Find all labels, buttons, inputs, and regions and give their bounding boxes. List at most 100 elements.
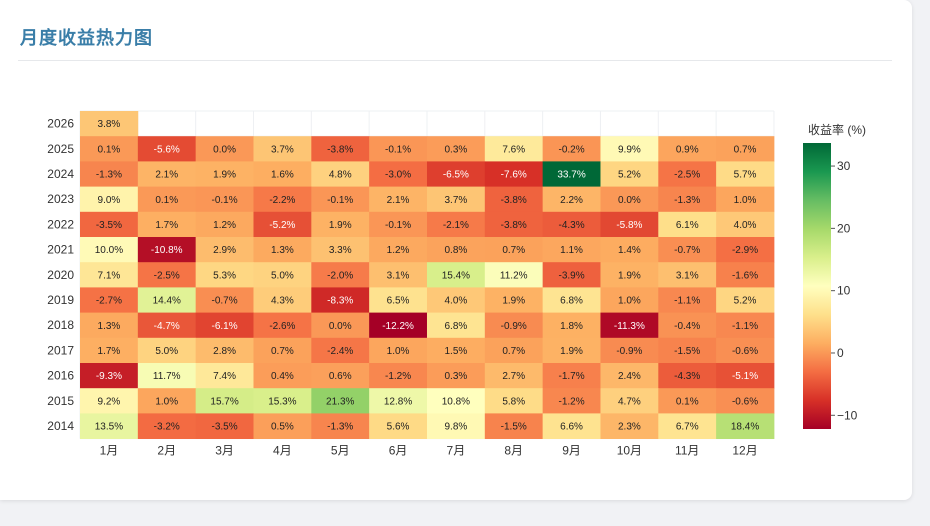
heatmap-cell: [253, 161, 312, 187]
heatmap-cell: [80, 186, 139, 213]
cell-value-label: -1.5%: [674, 346, 700, 357]
heatmap-cell: [716, 136, 775, 162]
cell-value-label: 0.6%: [329, 371, 352, 382]
cell-value-label: -1.2%: [558, 396, 584, 407]
heatmap-cell: [484, 237, 544, 263]
heatmap-cell: [311, 287, 370, 313]
heatmap-cell: [311, 186, 370, 213]
cell-value-label: 2.3%: [618, 422, 641, 433]
cell-value-label: -5.6%: [154, 144, 180, 155]
chart-card: 月度收益热力图 3.8% 0.1% -5.6% 0.0% 3.7% -3.8% -0.1% 0…: [0, 0, 912, 500]
cell-value-label: 0.7%: [734, 144, 757, 155]
heatmap-cell: [484, 161, 544, 187]
heatmap-cell: [195, 136, 254, 162]
cell-value-label: 1.4%: [618, 245, 641, 256]
heatmap-cell: [426, 312, 486, 339]
y-tick-label: 2019: [47, 293, 74, 307]
heatmap-cell: [542, 262, 601, 288]
cell-value-label: -2.9%: [732, 245, 758, 256]
cell-value-label: -7.6%: [501, 170, 527, 181]
heatmap-cell: [658, 186, 717, 213]
cell-value-label: 1.7%: [155, 220, 178, 231]
cell-value-label: -3.5%: [96, 220, 122, 231]
cell-value-label: -1.1%: [674, 296, 700, 307]
heatmap-cell: [137, 237, 197, 263]
cell-value-label: 14.4%: [153, 296, 181, 307]
y-tick-label: 2021: [47, 243, 74, 257]
cell-value-label: 3.1%: [387, 270, 410, 281]
y-tick-label: 2018: [47, 318, 74, 332]
cell-value-label: -1.1%: [732, 321, 758, 332]
heatmap-cell: [658, 237, 717, 263]
heatmap-cell: [716, 161, 775, 187]
cell-value-label: -1.2%: [385, 371, 411, 382]
cell-value-label: 0.7%: [502, 245, 525, 256]
cell-value-label: -0.1%: [212, 195, 238, 206]
colorbar-tick-label: −10: [837, 408, 858, 422]
heatmap-cell: [253, 287, 312, 313]
heatmap-cell: [542, 413, 601, 439]
heatmap-cell: [369, 287, 428, 313]
heatmap-cell: [542, 161, 601, 187]
cell-value-label: 6.7%: [676, 422, 699, 433]
cell-value-label: 0.0%: [329, 321, 352, 332]
heatmap-cell: [600, 161, 659, 187]
cell-value-label: -3.8%: [501, 220, 527, 231]
cell-value-label: -2.5%: [674, 170, 700, 181]
heatmap-cell: [369, 388, 428, 414]
heatmap-cell: [195, 388, 254, 414]
heatmap-cell: [484, 287, 544, 313]
x-tick-label: 7月: [447, 444, 466, 458]
cell-value-label: 4.0%: [444, 296, 467, 307]
cell-value-label: 1.2%: [213, 220, 236, 231]
cell-value-label: 5.2%: [734, 296, 757, 307]
heatmap-cell: [484, 363, 544, 389]
cell-value-label: 15.4%: [442, 270, 470, 281]
cell-value-label: -0.1%: [385, 144, 411, 155]
heatmap-cell: [542, 186, 601, 213]
colorbar-tick-label: 10: [837, 284, 851, 298]
heatmap-cell: [137, 287, 197, 313]
heatmap-cell: [484, 211, 544, 238]
cell-value-label: -0.9%: [616, 346, 642, 357]
heatmap-cell: [600, 388, 659, 414]
heatmap-cell: [658, 287, 717, 313]
cell-value-label: 7.1%: [98, 270, 121, 281]
heatmap-cell: [137, 136, 197, 162]
heatmap-cell: [137, 262, 197, 288]
heatmap-cell: [195, 186, 254, 213]
heatmap-cell: [542, 363, 601, 389]
heatmap-cell: [195, 211, 254, 238]
cell-value-label: -1.5%: [501, 422, 527, 433]
cell-value-label: -0.6%: [732, 346, 758, 357]
heatmap-cell: [369, 136, 428, 162]
heatmap-cell: [600, 211, 659, 238]
heatmap-cell: [426, 262, 486, 288]
cell-value-label: 18.4%: [731, 422, 759, 433]
cell-value-label: 5.6%: [387, 422, 410, 433]
heatmap-chart: 3.8% 0.1% -5.6% 0.0% 3.7% -3.8% -0.1% 0.3% 7.6% -…: [47, 110, 866, 458]
cell-value-label: -1.3%: [96, 170, 122, 181]
heatmap-cell: [80, 287, 139, 313]
cell-value-label: -6.1%: [212, 321, 238, 332]
heatmap-cell: [137, 312, 197, 339]
cell-value-label: 0.4%: [271, 371, 294, 382]
x-tick-label: 2月: [157, 444, 176, 458]
y-tick-label: 2022: [47, 217, 74, 231]
heatmap-cell: [426, 136, 486, 162]
x-tick-label: 11月: [675, 444, 699, 458]
heatmap-cell: [600, 136, 659, 162]
cell-value-label: 0.3%: [444, 144, 467, 155]
heatmap-cell: [253, 312, 312, 339]
heatmap-cell: [600, 337, 659, 364]
heatmap-cell: [253, 237, 312, 263]
heatmap-cell: [311, 312, 370, 339]
heatmap-cell: [137, 413, 197, 439]
heatmap-cell: [137, 337, 197, 364]
cell-value-label: 7.6%: [502, 144, 525, 155]
y-tick-label: 2014: [47, 419, 74, 433]
cell-value-label: 1.9%: [329, 220, 352, 231]
cell-value-label: 1.0%: [734, 195, 757, 206]
heatmap-cell: [484, 312, 544, 339]
cell-value-label: 1.1%: [560, 245, 583, 256]
